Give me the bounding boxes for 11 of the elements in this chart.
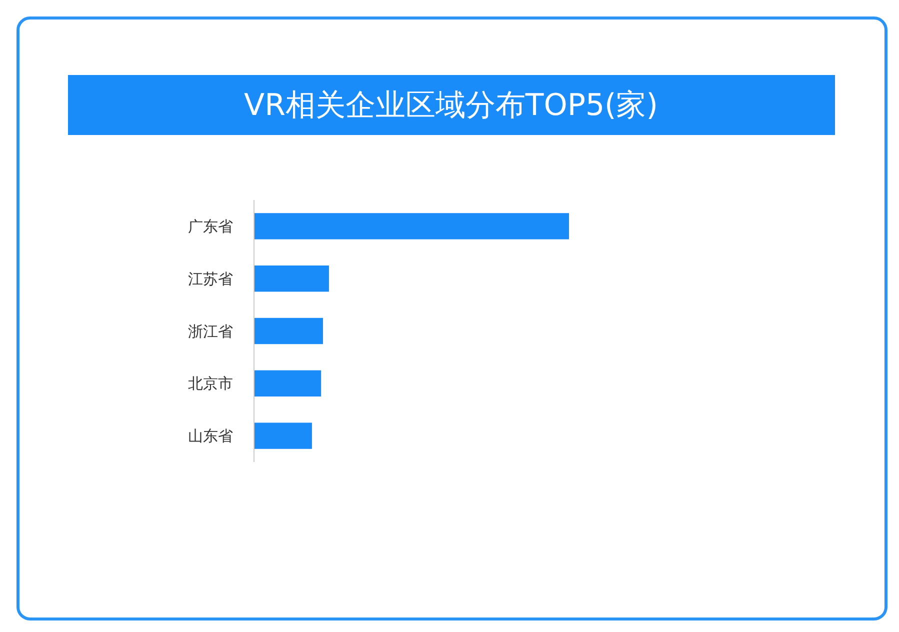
bar (254, 318, 323, 344)
chart-title: VR相关企业区域分布TOP5(家) (244, 88, 658, 123)
y-tick-label: 广东省 (188, 217, 233, 236)
bar (254, 370, 322, 396)
bar (254, 213, 569, 240)
bar (254, 266, 329, 292)
bar (254, 422, 312, 449)
y-tick-label: 江苏省 (188, 270, 233, 288)
y-tick-label: 浙江省 (188, 322, 233, 340)
y-tick-label: 北京市 (188, 374, 233, 393)
y-tick-label: 山东省 (188, 427, 233, 446)
